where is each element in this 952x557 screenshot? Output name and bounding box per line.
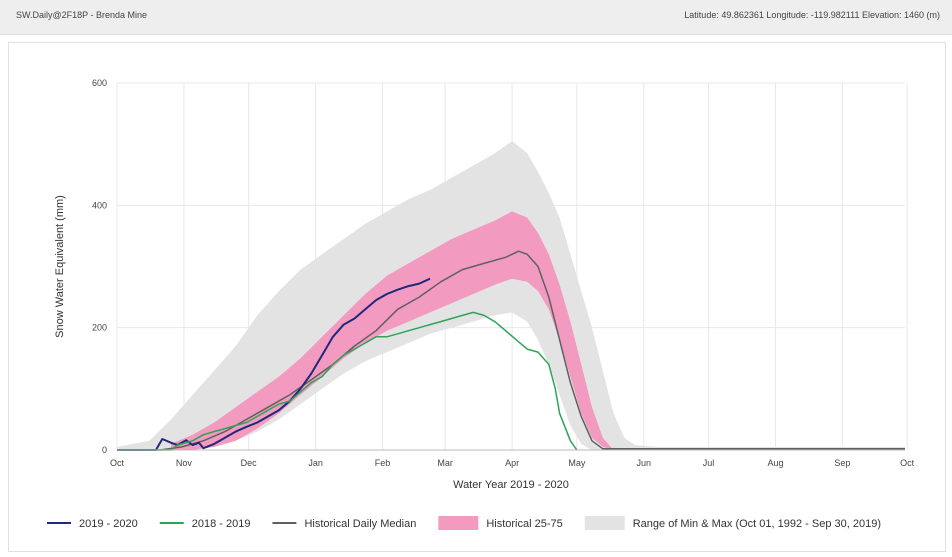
station-header: SW.Daily@2F18P - Brenda Mine Latitude: 4… [0,0,952,35]
legend-label: 2019 - 2020 [79,518,138,530]
x-tick-label: May [568,458,586,468]
legend-label: Range of Min & Max (Oct 01, 1992 - Sep 3… [633,518,881,530]
band-layer [117,141,905,450]
band-historical-25-75 [171,211,614,450]
legend-item: 2018 - 2019 [159,518,251,530]
x-tick-label: Apr [505,458,519,468]
legend-label: 2018 - 2019 [192,518,251,530]
y-axis-label: Snow Water Equivalent (mm) [54,195,66,338]
axes-layer: 0 200 400 600 Oct Nov Dec Jan Feb Mar Apr May Jun Jul… [92,78,915,468]
x-tick-label: Oct [110,458,125,468]
x-tick-label: Nov [176,458,193,468]
x-tick-label: Feb [375,458,391,468]
chart-panel: 0 200 400 600 Oct Nov Dec Jan Feb Mar Apr May Jun Jul… [8,42,946,552]
legend-item: Historical Daily Median [272,518,416,530]
x-axis-label: Water Year 2019 - 2020 [453,479,569,491]
x-tick-label: Sep [834,458,850,468]
x-tick-label: Jun [637,458,652,468]
legend-swatch [438,516,479,530]
y-tick-label: 200 [92,323,107,333]
station-name: SW.Daily@2F18P - Brenda Mine [16,10,148,20]
x-tick-label: Aug [767,458,783,468]
series-line-2019-2020 [117,277,431,451]
station-location: Latitude: 49.862361 Longitude: -119.9821… [684,10,940,20]
y-tick-label: 0 [102,445,107,455]
x-tick-label: Oct [900,458,915,468]
legend-item: 2019 - 2020 [47,518,138,530]
x-tick-label: Dec [241,458,258,468]
y-tick-label: 600 [92,78,107,88]
series-line-historical-daily-median [117,250,905,451]
x-tick-label: Jul [703,458,715,468]
legend-label: Historical Daily Median [304,518,416,530]
legend-swatch [584,516,625,530]
y-tick-label: 400 [92,200,107,210]
legend-label: Historical 25-75 [486,518,562,530]
legend-item: Range of Min & Max (Oct 01, 1992 - Sep 3… [584,516,881,530]
band-min-max [117,141,905,450]
x-tick-label: Mar [437,458,453,468]
legend-item: Historical 25-75 [438,516,563,530]
x-tick-label: Jan [308,458,323,468]
line-layer [117,250,905,451]
legend: 2019 - 2020 2018 - 2019 Historical Daily M… [47,516,881,530]
swe-chart: 0 200 400 600 Oct Nov Dec Jan Feb Mar Apr May Jun Jul… [47,78,915,530]
series-line-2018-2019 [117,311,578,451]
